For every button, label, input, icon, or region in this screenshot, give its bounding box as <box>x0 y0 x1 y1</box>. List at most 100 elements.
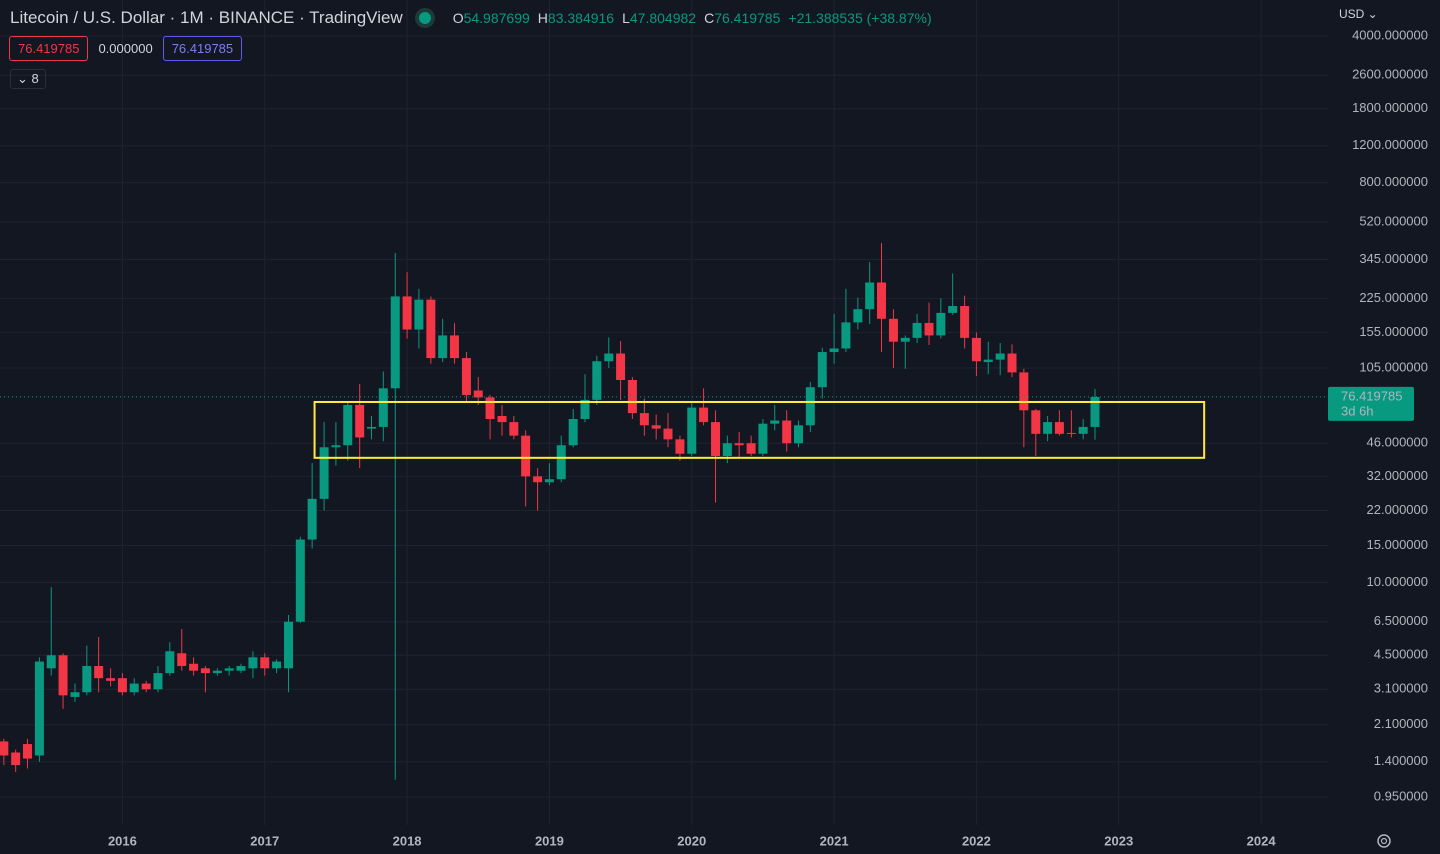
y-tick-label: 46.000000 <box>1367 435 1428 450</box>
spread: 0.000000 <box>98 41 153 56</box>
y-tick-label: 6.500000 <box>1374 613 1428 628</box>
candle-body <box>580 399 590 419</box>
y-tick-label: 10.000000 <box>1367 574 1428 589</box>
candle-body <box>604 353 614 362</box>
candle-body <box>58 655 68 696</box>
y-tick-label: 1800.000000 <box>1352 100 1428 115</box>
candle-body <box>960 306 970 338</box>
y-tick-label: 2600.000000 <box>1352 67 1428 82</box>
plot-background <box>0 0 1328 825</box>
candle-body <box>141 683 151 690</box>
y-tick-label: 1200.000000 <box>1352 137 1428 152</box>
candle-body <box>129 683 139 693</box>
candle-body <box>414 299 424 330</box>
candle-body <box>366 426 376 429</box>
symbol-title: Litecoin / U.S. Dollar · 1M · BINANCE · … <box>10 8 403 27</box>
x-tick-label: 2017 <box>250 833 279 848</box>
settings-icon[interactable] <box>1377 834 1391 848</box>
candle-body <box>461 358 471 396</box>
candle-body <box>355 404 365 438</box>
y-tick-label: 225.000000 <box>1359 290 1428 305</box>
ohlc-key: O <box>452 10 464 26</box>
candle-body <box>983 359 993 363</box>
candle-body <box>734 443 744 446</box>
candle-body <box>533 476 543 483</box>
x-tick-label: 2023 <box>1104 833 1133 848</box>
x-tick-label: 2021 <box>820 833 849 848</box>
candle-body <box>568 418 578 446</box>
candle-body <box>687 407 697 454</box>
header: Litecoin / U.S. Dollar · 1M · BINANCE · … <box>10 8 940 28</box>
candle-body <box>770 420 780 424</box>
countdown: 3d 6h <box>1341 403 1374 418</box>
y-tick-label: 0.950000 <box>1374 789 1428 804</box>
candle-body <box>509 422 519 436</box>
candle-body <box>378 388 388 427</box>
y-tick-label: 3.100000 <box>1374 681 1428 696</box>
candle-body <box>0 741 9 756</box>
y-tick-label: 800.000000 <box>1359 174 1428 189</box>
candle-body <box>200 668 210 674</box>
ohlc-key: C <box>704 10 715 26</box>
buy-price[interactable]: 76.419785 <box>162 36 243 61</box>
candle-body <box>449 335 459 359</box>
candle-body <box>1090 396 1100 427</box>
candle-body <box>1078 426 1088 434</box>
price-boxes: 76.419785 0.000000 76.419785 <box>9 36 243 61</box>
candle-body <box>995 353 1005 360</box>
candle-body <box>592 361 602 400</box>
candle-body <box>1066 432 1076 434</box>
candle-body <box>722 443 732 456</box>
candle-body <box>224 668 234 671</box>
candle-body <box>639 413 649 426</box>
candle-body <box>651 425 661 429</box>
candle-body <box>272 661 282 669</box>
candle-body <box>924 322 934 336</box>
candle-body <box>426 299 436 359</box>
candle-body <box>948 306 958 313</box>
candle-body <box>853 309 863 323</box>
x-tick-label: 2022 <box>962 833 991 848</box>
y-tick-label: 15.000000 <box>1367 537 1428 552</box>
price-label: 76.419785 <box>1341 388 1402 403</box>
ohlc-value: 83.384916 <box>547 10 615 26</box>
candle-body <box>1019 372 1029 411</box>
candle-body <box>11 752 21 766</box>
candle-body <box>189 663 199 671</box>
y-tick-label: 105.000000 <box>1359 359 1428 374</box>
candle-body <box>248 657 258 669</box>
candle-body <box>343 404 353 446</box>
candle-body <box>841 322 851 349</box>
candle-body <box>865 282 875 310</box>
candle-body <box>829 348 839 353</box>
candle-body <box>236 666 246 671</box>
candle-body <box>1054 422 1064 434</box>
candle-body <box>70 692 80 697</box>
currency-menu[interactable]: USD ⌄ <box>1339 7 1378 21</box>
candle-body <box>284 621 294 669</box>
candle-body <box>888 318 898 342</box>
x-tick-label: 2016 <box>108 833 137 848</box>
candle-body <box>936 312 946 336</box>
indicator-toggle[interactable]: ⌄ 8 <box>10 69 46 89</box>
candle-body <box>1043 422 1053 434</box>
y-tick-label: 2.100000 <box>1374 716 1428 731</box>
candle-body <box>663 428 673 440</box>
candle-body <box>319 447 329 499</box>
y-tick-label: 32.000000 <box>1367 468 1428 483</box>
candle-body <box>711 422 721 456</box>
sell-price[interactable]: 76.419785 <box>9 36 89 61</box>
candle-body <box>675 439 685 454</box>
candle-body <box>616 353 626 381</box>
candle-body <box>295 539 305 622</box>
ohlc-value: 47.804982 <box>629 10 697 26</box>
candle-body <box>758 423 768 454</box>
ohlc-value: 76.419785 <box>714 10 781 26</box>
candle-body <box>699 407 709 423</box>
currency: USD <box>1339 7 1365 21</box>
y-tick-label: 345.000000 <box>1359 251 1428 266</box>
candle-body <box>46 655 56 669</box>
candle-body <box>817 352 827 388</box>
candle-body <box>544 479 554 483</box>
